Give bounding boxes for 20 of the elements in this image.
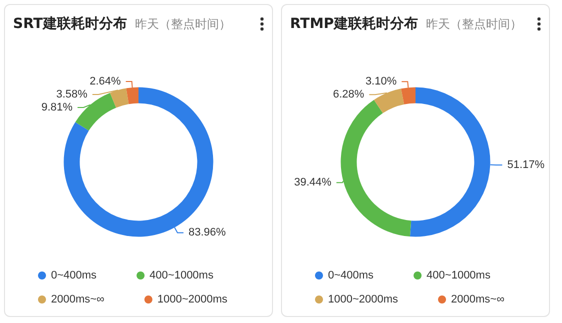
chart-subtitle: 昨天（整点时间） [426,17,522,31]
data-label: 9.81% [41,102,73,114]
legend-label: 2000ms~∞ [51,294,105,306]
legend-label: 400~1000ms [426,270,491,282]
data-label: 51.17% [507,158,545,171]
legend-label: 1000~2000ms [328,294,399,306]
chart-subtitle: 昨天（整点时间） [134,17,231,31]
data-label: 3.10% [365,76,397,88]
legend-label: 0~400ms [51,270,98,282]
legend-label: 0~400ms [328,270,374,282]
legend-label: 2000ms~∞ [451,294,505,306]
data-label: 6.28% [332,88,364,101]
legend-label: 1000~2000ms [157,294,228,306]
chart-title: SRT建联耗时分布 [13,16,127,32]
data-label: 3.58% [56,88,88,101]
data-label: 39.44% [294,176,332,189]
data-label: 2.64% [90,76,122,88]
legend-label: 400~1000ms [150,270,214,282]
chart-title: RTMP建联耗时分布 [290,16,418,32]
data-label: 83.96% [188,226,226,239]
